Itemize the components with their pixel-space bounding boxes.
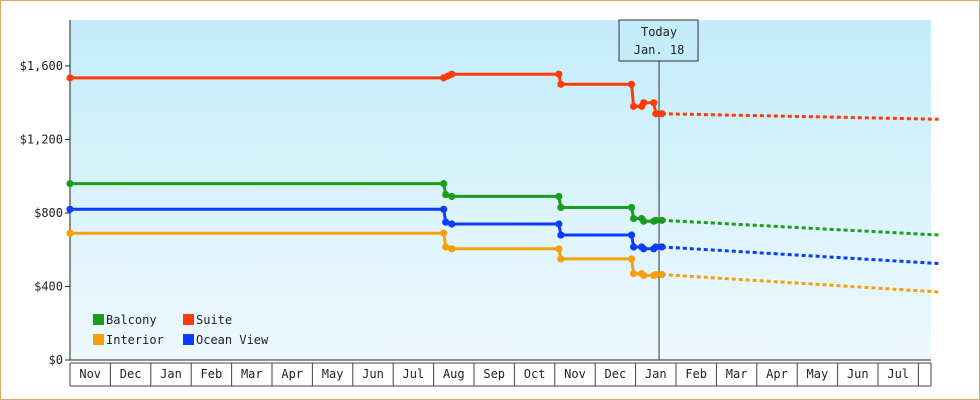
month-label-jan: Jan bbox=[645, 367, 667, 381]
point-suite bbox=[627, 80, 636, 88]
point-ocean-view bbox=[66, 205, 74, 213]
legend-swatch-ocean-view bbox=[183, 334, 194, 345]
month-label-may: May bbox=[807, 367, 829, 381]
forecast-line-ocean-view bbox=[661, 245, 939, 266]
month-label-sep: Sep bbox=[483, 367, 505, 381]
month-label-jan: Jan bbox=[160, 367, 182, 381]
legend-label-balcony: Balcony bbox=[106, 313, 157, 327]
month-label-may: May bbox=[322, 367, 344, 381]
point-interior bbox=[658, 270, 666, 279]
point-ocean-view bbox=[629, 243, 638, 251]
point-suite bbox=[557, 80, 565, 88]
point-balcony bbox=[555, 192, 563, 201]
month-label-dec: Dec bbox=[605, 367, 627, 381]
point-ocean-view bbox=[658, 243, 666, 251]
point-ocean-view bbox=[652, 243, 660, 251]
y-tick-label: $1,200 bbox=[20, 132, 63, 146]
month-label-oct: Oct bbox=[524, 367, 546, 381]
point-ocean-view bbox=[448, 220, 456, 228]
month-label-aug: Aug bbox=[443, 367, 465, 381]
legend-label-ocean-view: Ocean View bbox=[196, 333, 269, 347]
month-label-feb: Feb bbox=[201, 367, 223, 381]
point-ocean-view bbox=[627, 231, 636, 239]
point-interior bbox=[557, 255, 565, 263]
y-tick-label: $0 bbox=[49, 353, 63, 367]
month-label-nov: Nov bbox=[564, 367, 586, 381]
month-label-jul: Jul bbox=[887, 367, 909, 381]
point-suite bbox=[66, 74, 74, 82]
month-label-nov: Nov bbox=[79, 367, 101, 381]
legend-label-suite: Suite bbox=[196, 313, 232, 327]
y-tick-label: $400 bbox=[34, 279, 63, 293]
point-balcony bbox=[640, 217, 648, 225]
y-tick-label: $800 bbox=[34, 206, 63, 220]
month-label-mar: Mar bbox=[241, 367, 263, 381]
point-balcony bbox=[658, 216, 666, 224]
point-suite bbox=[640, 99, 648, 107]
point-interior bbox=[555, 245, 563, 253]
today-box bbox=[618, 19, 699, 62]
month-label-jun: Jun bbox=[362, 367, 384, 381]
point-suite bbox=[652, 110, 660, 118]
point-suite bbox=[555, 70, 563, 78]
point-ocean-view bbox=[442, 218, 450, 226]
point-balcony bbox=[557, 203, 565, 212]
today-date: Jan. 18 bbox=[634, 43, 685, 57]
y-tick-label: $1,600 bbox=[20, 59, 63, 73]
point-interior bbox=[448, 245, 456, 253]
point-balcony bbox=[448, 192, 456, 201]
point-suite bbox=[629, 102, 638, 110]
point-balcony bbox=[442, 190, 450, 199]
month-label-apr: Apr bbox=[766, 367, 788, 381]
point-ocean-view bbox=[557, 231, 565, 239]
legend-swatch-interior bbox=[93, 334, 104, 345]
point-ocean-view bbox=[640, 245, 648, 253]
legend-swatch-suite bbox=[183, 314, 194, 325]
point-ocean-view bbox=[440, 205, 448, 213]
point-interior bbox=[66, 229, 74, 237]
legend-swatch-balcony bbox=[93, 314, 104, 325]
point-interior bbox=[640, 271, 648, 280]
month-label-jun: Jun bbox=[847, 367, 869, 381]
plot-background bbox=[70, 20, 931, 360]
point-balcony bbox=[440, 179, 448, 188]
point-suite bbox=[448, 70, 456, 78]
point-suite bbox=[658, 110, 666, 118]
point-interior bbox=[652, 270, 660, 279]
point-interior bbox=[442, 243, 450, 251]
forecast-line-interior bbox=[661, 273, 939, 294]
point-balcony bbox=[629, 214, 638, 223]
month-label-dec: Dec bbox=[120, 367, 142, 381]
point-ocean-view bbox=[555, 220, 563, 228]
point-interior bbox=[440, 229, 448, 237]
point-interior bbox=[627, 255, 636, 263]
month-label-apr: Apr bbox=[281, 367, 303, 381]
legend-label-interior: Interior bbox=[106, 333, 164, 347]
point-balcony bbox=[627, 203, 636, 212]
month-label-mar: Mar bbox=[726, 367, 748, 381]
point-balcony bbox=[66, 179, 74, 188]
month-label-feb: Feb bbox=[685, 367, 707, 381]
today-label: Today bbox=[641, 25, 677, 39]
point-balcony bbox=[652, 216, 660, 224]
month-label-jul: Jul bbox=[403, 367, 425, 381]
point-suite bbox=[650, 99, 658, 107]
point-interior bbox=[629, 270, 638, 278]
